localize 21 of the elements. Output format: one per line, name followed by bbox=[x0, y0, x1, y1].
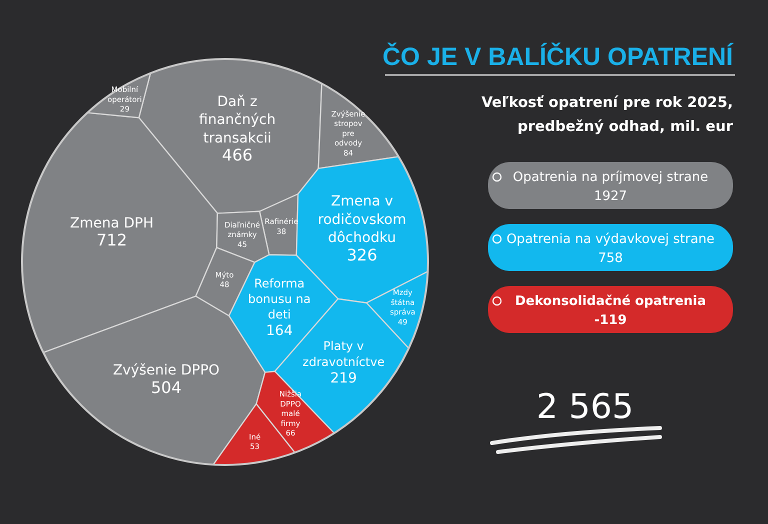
data-label: 712 bbox=[96, 230, 128, 250]
category-label: Zmena DPH bbox=[70, 215, 154, 232]
category-label: Zmena v rodičovskom dôchodku bbox=[318, 193, 406, 246]
text: 2 565 bbox=[536, 387, 634, 427]
data-label: 466 bbox=[222, 146, 253, 166]
legend-label: Opatrenia na výdavkovej strane bbox=[506, 232, 715, 247]
legend-label: Opatrenia na príjmovej strane bbox=[512, 170, 708, 185]
text: -119 bbox=[594, 313, 627, 328]
category-label: Daň z finančných transakcii bbox=[199, 94, 276, 146]
data-label: 504 bbox=[151, 378, 182, 398]
category-label: Zvýšenie DPPO bbox=[112, 362, 220, 379]
data-label: 326 bbox=[346, 246, 378, 265]
legend-label: Dekonsolidačné opatrenia bbox=[515, 294, 706, 309]
data-label: 164 bbox=[266, 323, 293, 340]
text: Veľkosť opatrení pre rok 2025, predbežný odhad, mil. eur bbox=[481, 95, 734, 135]
text: 1927 bbox=[594, 189, 628, 204]
text: ČO JE V BALÍČKU OPATRENÍ bbox=[382, 42, 734, 71]
category-label: Platy v zdravotníctve bbox=[302, 339, 385, 370]
data-label: 219 bbox=[330, 370, 357, 386]
category-label: Reforma bonusu na deti bbox=[248, 276, 311, 322]
text: 758 bbox=[598, 251, 623, 266]
